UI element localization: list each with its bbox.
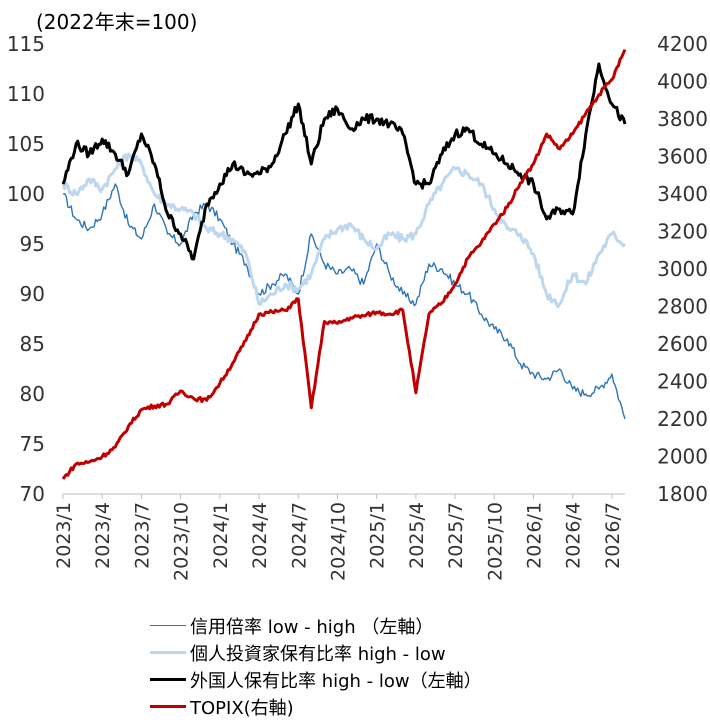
legend-label: 外国人保有比率 high - low（左軸） — [190, 670, 482, 692]
y-left-tick-label: 80 — [20, 382, 45, 406]
y-right-tick-label: 3800 — [657, 107, 708, 131]
y-right-tick-label: 3200 — [657, 220, 708, 244]
legend-item: TOPIX(右軸) — [150, 693, 482, 720]
unit-label: (2022年末=100) — [36, 10, 198, 34]
legend: 信用倍率 low - high （左軸） 個人投資家保有比率 high - low… — [150, 612, 482, 720]
y-left-tick-label: 100 — [7, 182, 45, 206]
x-tick-label: 2026/4 — [563, 502, 585, 569]
plot-lines — [61, 48, 627, 480]
y-right-tick-label: 4200 — [657, 32, 708, 56]
y-left-tick-label: 105 — [7, 132, 45, 156]
x-tick-label: 2024/1 — [210, 502, 232, 569]
y-right-tick-label: 2200 — [657, 407, 708, 431]
legend-label: 信用倍率 low - high （左軸） — [190, 616, 434, 638]
legend-swatch — [150, 678, 186, 681]
y-right-tick-label: 2800 — [657, 295, 708, 319]
x-tick-label: 2025/1 — [367, 502, 389, 569]
y-right-tick-label: 3000 — [657, 257, 708, 281]
legend-item: 外国人保有比率 high - low（左軸） — [150, 666, 482, 693]
series-line-2 — [61, 62, 627, 261]
y-left-tick-label: 115 — [7, 32, 45, 56]
y-right-tick-label: 2400 — [657, 370, 708, 394]
series-line-0 — [62, 183, 626, 420]
legend-swatch — [150, 705, 186, 708]
y-right-tick-label: 3400 — [657, 182, 708, 206]
x-tick-label: 2024/7 — [288, 502, 310, 569]
axes: 70 75 80 85 90 95 100 105 110 115 1800 2000 2200 2400… — [7, 32, 708, 581]
y-right-tick-label: 3600 — [657, 145, 708, 169]
y-right-tick-label: 4000 — [657, 70, 708, 94]
legend-swatch — [150, 625, 186, 626]
y-left-tick-label: 110 — [7, 82, 45, 106]
x-tick-label: 2026/1 — [524, 502, 546, 569]
x-tick-label: 2025/7 — [445, 502, 467, 569]
y-left-tick-label: 75 — [20, 432, 45, 456]
x-tick-label: 2026/7 — [602, 502, 624, 569]
x-tick-label: 2025/4 — [406, 502, 428, 569]
x-tick-label: 2024/10 — [327, 502, 349, 581]
y-right-tick-label: 1800 — [657, 482, 708, 506]
y-right-tick-label: 2600 — [657, 332, 708, 356]
y-left-tick-label: 85 — [20, 332, 45, 356]
x-tick-label: 2023/4 — [92, 502, 114, 569]
legend-label: 個人投資家保有比率 high - low — [190, 643, 446, 665]
series-line-3 — [61, 48, 627, 480]
x-tick-label: 2023/10 — [171, 502, 193, 581]
y-left-tick-label: 70 — [20, 482, 45, 506]
x-tick-label: 2023/7 — [131, 502, 153, 569]
y-left-tick-label: 95 — [20, 232, 45, 256]
x-tick-label: 2023/1 — [53, 502, 75, 569]
legend-item: 信用倍率 low - high （左軸） — [150, 612, 482, 639]
y-left-tick-label: 90 — [20, 282, 45, 306]
legend-item: 個人投資家保有比率 high - low — [150, 639, 482, 666]
legend-label: TOPIX(右軸) — [190, 697, 294, 719]
series-line-1 — [61, 152, 627, 309]
x-tick-label: 2025/10 — [484, 502, 506, 581]
y-right-tick-label: 2000 — [657, 445, 708, 469]
legend-swatch — [150, 651, 186, 654]
x-tick-label: 2024/4 — [249, 502, 271, 569]
